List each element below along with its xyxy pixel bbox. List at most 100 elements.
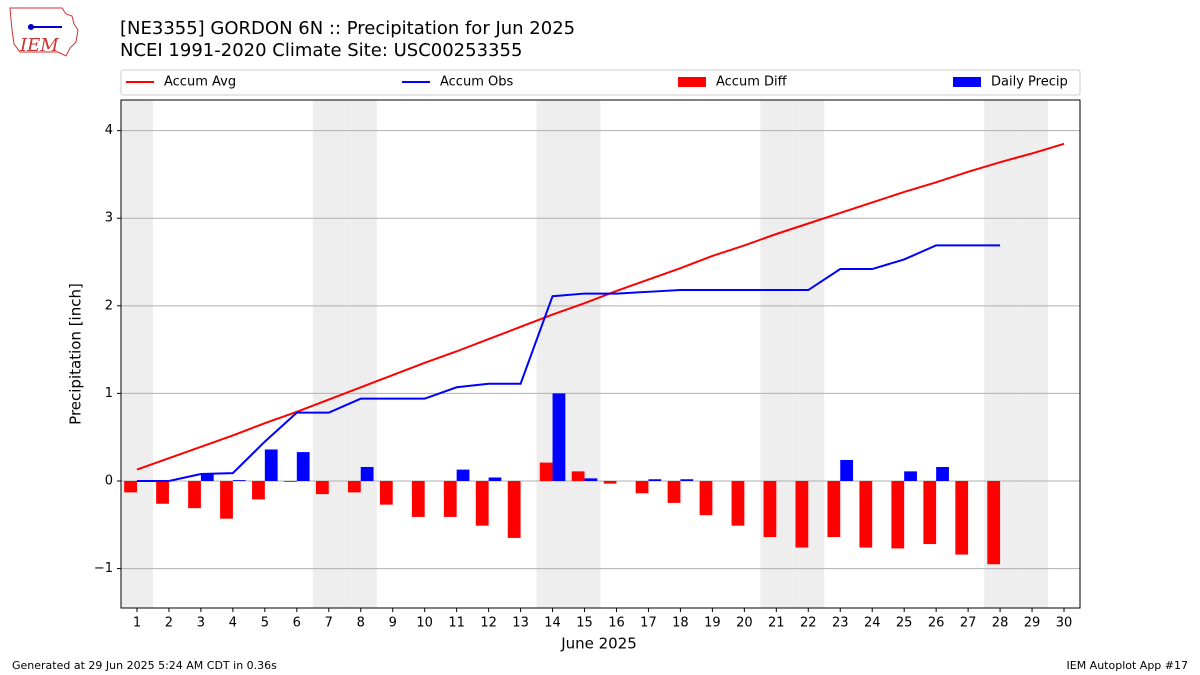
bar bbox=[699, 481, 713, 516]
footer-left: Generated at 29 Jun 2025 5:24 AM CDT in … bbox=[12, 659, 277, 672]
weekend-shade bbox=[121, 100, 153, 608]
bar bbox=[891, 481, 905, 549]
y-tick-label: −1 bbox=[94, 561, 113, 576]
bar bbox=[667, 481, 681, 503]
legend-swatch bbox=[678, 77, 706, 87]
weekend-shade bbox=[536, 100, 569, 608]
weekend-shade bbox=[568, 100, 601, 608]
bar bbox=[936, 466, 949, 481]
x-tick-label: 23 bbox=[832, 616, 849, 631]
x-tick-label: 29 bbox=[1024, 616, 1041, 631]
bar bbox=[795, 481, 809, 548]
y-tick-label: 0 bbox=[105, 474, 113, 489]
legend-box bbox=[120, 69, 1081, 96]
legend-label: Accum Obs bbox=[440, 75, 513, 90]
bar bbox=[379, 481, 393, 505]
x-tick-label: 26 bbox=[928, 616, 945, 631]
weekend-shade bbox=[344, 100, 377, 608]
x-tick-label: 22 bbox=[800, 616, 817, 631]
bar bbox=[156, 481, 169, 504]
x-tick-label: 18 bbox=[672, 616, 689, 631]
bar bbox=[987, 481, 1001, 565]
x-tick-label: 5 bbox=[261, 616, 269, 631]
x-tick-label: 1 bbox=[133, 616, 141, 631]
x-tick-label: 21 bbox=[768, 616, 785, 631]
bar bbox=[763, 481, 777, 538]
bar bbox=[456, 469, 470, 481]
bar bbox=[315, 481, 329, 495]
x-tick-label: 14 bbox=[544, 616, 561, 631]
legend-label: Accum Avg bbox=[164, 75, 236, 90]
bar bbox=[603, 481, 617, 484]
bar bbox=[475, 481, 489, 526]
bar bbox=[923, 481, 937, 545]
weekend-shade bbox=[1016, 100, 1049, 608]
bar bbox=[296, 452, 310, 481]
bar bbox=[232, 480, 246, 481]
legend-label: Daily Precip bbox=[991, 75, 1068, 90]
x-tick-label: 24 bbox=[864, 616, 881, 631]
line bbox=[136, 244, 1001, 482]
bar bbox=[571, 471, 585, 481]
x-tick-label: 15 bbox=[576, 616, 593, 631]
bar bbox=[284, 481, 297, 482]
x-tick-label: 16 bbox=[608, 616, 625, 631]
logo: IEM bbox=[9, 7, 79, 57]
x-tick-label: 9 bbox=[389, 616, 397, 631]
x-tick-label: 17 bbox=[640, 616, 657, 631]
bar bbox=[731, 481, 745, 526]
bar bbox=[252, 481, 265, 500]
bar bbox=[488, 477, 502, 481]
x-tick-label: 6 bbox=[293, 616, 301, 631]
x-tick-label: 11 bbox=[448, 616, 465, 631]
bar bbox=[840, 459, 854, 481]
legend-swatch bbox=[953, 77, 981, 87]
y-tick-label: 4 bbox=[105, 123, 113, 138]
x-tick-label: 3 bbox=[197, 616, 205, 631]
chart-subtitle: NCEI 1991-2020 Climate Site: USC00253355 bbox=[120, 40, 522, 61]
x-tick-label: 28 bbox=[992, 616, 1009, 631]
bar bbox=[635, 481, 649, 494]
x-tick-label: 4 bbox=[229, 616, 237, 631]
bar bbox=[220, 481, 233, 519]
x-tick-label: 19 bbox=[704, 616, 721, 631]
footer-right: IEM Autoplot App #17 bbox=[1067, 659, 1189, 672]
bar bbox=[539, 462, 553, 481]
x-tick-label: 10 bbox=[416, 616, 433, 631]
bar bbox=[264, 449, 278, 481]
x-tick-label: 20 bbox=[736, 616, 753, 631]
bar bbox=[955, 481, 969, 555]
chart-title: [NE3355] GORDON 6N :: Precipitation for … bbox=[120, 18, 575, 39]
logo-text: IEM bbox=[19, 35, 59, 56]
bar bbox=[411, 481, 425, 517]
bar bbox=[827, 481, 841, 538]
bar bbox=[648, 479, 662, 481]
x-tick-label: 30 bbox=[1056, 616, 1073, 631]
x-tick-label: 8 bbox=[357, 616, 365, 631]
bar bbox=[584, 478, 598, 481]
y-tick-label: 1 bbox=[105, 386, 113, 401]
logo-outline bbox=[9, 7, 79, 57]
x-tick-label: 25 bbox=[896, 616, 913, 631]
bar bbox=[552, 393, 566, 481]
line bbox=[136, 142, 1065, 471]
bar bbox=[443, 481, 457, 517]
bar bbox=[347, 481, 361, 493]
x-tick-label: 7 bbox=[325, 616, 333, 631]
bar bbox=[200, 473, 214, 481]
bar bbox=[507, 481, 521, 538]
bar bbox=[680, 479, 694, 481]
y-tick-label: 2 bbox=[105, 298, 113, 313]
bar bbox=[859, 481, 873, 548]
x-tick-label: 27 bbox=[960, 616, 977, 631]
bar bbox=[904, 471, 917, 481]
bar bbox=[188, 481, 201, 509]
x-tick-label: 12 bbox=[480, 616, 497, 631]
bar bbox=[124, 481, 137, 493]
bar bbox=[360, 466, 374, 481]
y-tick-label: 3 bbox=[105, 211, 113, 226]
plot-frame bbox=[120, 99, 1081, 609]
y-axis-label: Precipitation [inch] bbox=[67, 283, 85, 425]
